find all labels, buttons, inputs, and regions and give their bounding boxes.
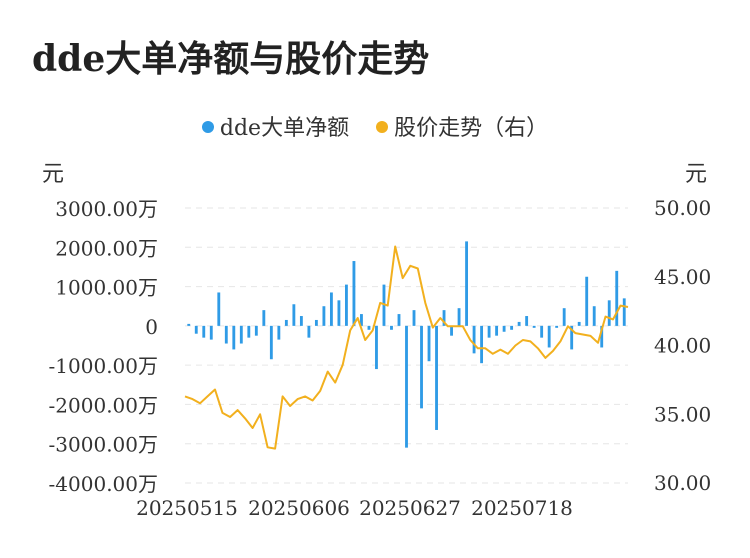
x-axis-tick-label: 20250606 bbox=[248, 496, 350, 520]
legend-label-price: 股价走势（右） bbox=[394, 116, 549, 141]
left-axis-tick-label: -2000.00万 bbox=[49, 393, 158, 417]
dde-bar bbox=[600, 325, 604, 348]
dde-bar bbox=[367, 325, 371, 330]
legend: dde大单净额 股价走势（右） bbox=[0, 110, 750, 142]
left-axis-tick-label: 1000.00万 bbox=[55, 276, 158, 300]
dde-bar bbox=[555, 325, 559, 328]
dde-bar bbox=[420, 325, 423, 409]
legend-item-dde[interactable]: dde大单净额 bbox=[201, 110, 350, 142]
dde-bar bbox=[360, 314, 363, 326]
x-axis-tick-label: 20250627 bbox=[359, 496, 461, 520]
legend-label-dde: dde大单净额 bbox=[219, 116, 350, 141]
dde-bar bbox=[570, 325, 574, 350]
dde-bar bbox=[525, 316, 529, 326]
dde-bar bbox=[337, 300, 341, 326]
dde-bar bbox=[247, 325, 251, 338]
left-axis-ticks: 3000.00万 2000.00万 1000.00万 0 -1000.00万 -2000.… bbox=[49, 197, 158, 496]
dde-bar bbox=[577, 321, 581, 326]
dde-bar bbox=[510, 325, 514, 330]
price-line-series bbox=[184, 245, 629, 450]
dde-bar bbox=[397, 314, 401, 326]
dde-bar bbox=[480, 325, 484, 364]
dde-bar bbox=[307, 325, 311, 338]
left-axis-tick-label: -3000.00万 bbox=[49, 433, 158, 457]
x-axis-ticks: 20250515 20250606 20250627 20250718 bbox=[136, 496, 573, 520]
dde-bar bbox=[435, 325, 438, 430]
dde-bar bbox=[217, 292, 221, 326]
dde-bar bbox=[322, 306, 326, 326]
dde-bar bbox=[239, 325, 243, 344]
right-axis-tick-label: 40.00 bbox=[654, 334, 711, 358]
dde-bar bbox=[465, 241, 468, 326]
price-line bbox=[184, 245, 629, 450]
dde-bar bbox=[547, 325, 551, 348]
dde-bar bbox=[615, 270, 619, 326]
dde-bar bbox=[292, 304, 296, 326]
dde-bar bbox=[622, 298, 626, 326]
left-axis-tick-label: 3000.00万 bbox=[55, 197, 158, 221]
dde-bar bbox=[345, 284, 348, 326]
dde-bar bbox=[232, 325, 236, 350]
dde-bar bbox=[517, 321, 521, 326]
dde-bar bbox=[502, 325, 506, 332]
chart-title: dde大单净额与股价走势 bbox=[32, 38, 430, 80]
dde-bar bbox=[532, 325, 536, 328]
dde-bar bbox=[607, 300, 611, 326]
dde-bar bbox=[472, 325, 476, 354]
left-axis-unit: 元 bbox=[42, 162, 65, 187]
dde-bar bbox=[427, 325, 431, 362]
dde-bar-series bbox=[187, 241, 626, 448]
dde-bar bbox=[262, 310, 266, 326]
x-axis-tick-label: 20250515 bbox=[136, 496, 238, 520]
right-axis-tick-label: 50.00 bbox=[654, 196, 711, 220]
dde-bar bbox=[352, 261, 356, 326]
right-axis-tick-label: 45.00 bbox=[654, 265, 711, 289]
left-axis-tick-label: 0 bbox=[145, 315, 158, 339]
dde-bar bbox=[457, 308, 461, 326]
dde-bar bbox=[442, 310, 446, 326]
dde-bar bbox=[592, 306, 596, 326]
dde-bar bbox=[540, 325, 544, 338]
legend-dot-price bbox=[376, 121, 389, 133]
dde-bar bbox=[224, 325, 228, 344]
dde-bar bbox=[202, 325, 206, 338]
dde-bar bbox=[487, 325, 491, 338]
right-axis-tick-label: 35.00 bbox=[654, 402, 711, 426]
dde-bar bbox=[254, 325, 258, 336]
left-axis-tick-label: -4000.00万 bbox=[49, 472, 158, 496]
legend-dot-dde bbox=[201, 121, 214, 133]
dde-bar bbox=[562, 308, 566, 326]
right-axis-unit: 元 bbox=[685, 162, 708, 187]
left-axis-tick-label: -1000.00万 bbox=[49, 354, 158, 378]
dde-bar bbox=[390, 325, 393, 330]
right-axis-ticks: 50.00 45.00 40.00 35.00 30.00 bbox=[654, 196, 711, 495]
dde-bar bbox=[585, 276, 589, 326]
dde-bar bbox=[375, 325, 378, 370]
dde-bar bbox=[450, 325, 453, 336]
dde-bar bbox=[194, 325, 198, 334]
dde-bar bbox=[277, 325, 281, 340]
dde-bar bbox=[209, 325, 213, 340]
dde-bar bbox=[405, 325, 408, 448]
dde-bar bbox=[412, 310, 416, 326]
left-axis-tick-label: 2000.00万 bbox=[55, 236, 158, 260]
dde-bar bbox=[284, 319, 288, 326]
dde-bar bbox=[299, 316, 303, 326]
legend-item-price[interactable]: 股价走势（右） bbox=[376, 110, 548, 142]
right-axis-tick-label: 30.00 bbox=[654, 471, 711, 495]
dde-bar bbox=[269, 325, 273, 360]
x-axis-tick-label: 20250718 bbox=[471, 496, 573, 520]
dde-bar bbox=[495, 325, 499, 336]
dde-bar bbox=[329, 292, 333, 326]
dde-bar bbox=[187, 323, 191, 326]
dde-bar bbox=[314, 319, 318, 326]
